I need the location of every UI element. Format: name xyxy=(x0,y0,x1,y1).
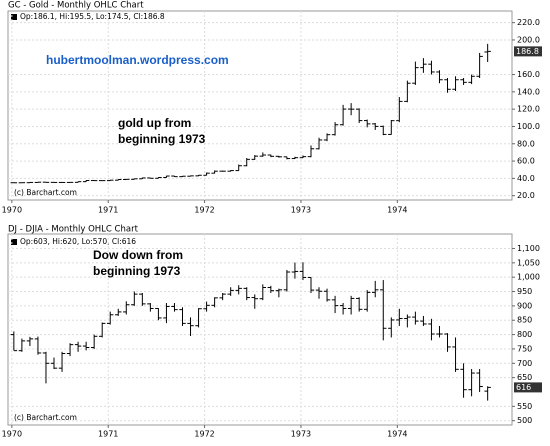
annotation: beginning 1973 xyxy=(93,264,181,278)
info-marker xyxy=(11,14,17,20)
annotation: gold up from xyxy=(118,116,191,130)
chart-title: GC - Gold - Monthly OHLC Chart xyxy=(8,1,144,11)
last-value-box xyxy=(514,382,542,393)
y-tick-label: 100.0 xyxy=(517,122,540,131)
y-tick-label: 80.0 xyxy=(517,139,535,148)
chart-title: DJ - DJIA - Monthly OHLC Chart xyxy=(8,225,139,235)
x-tick-label: 1973 xyxy=(291,206,311,215)
annotation: Dow down from xyxy=(93,248,183,262)
y-tick-label: 220.0 xyxy=(517,18,540,27)
x-tick-label: 1970 xyxy=(2,430,22,439)
info-text: Op:603, Hi:620, Lo:570, Cl:616 xyxy=(20,237,136,246)
last-value-label: 616 xyxy=(516,383,531,392)
info-text: Op:186.1, Hi:195.5, Lo:174.5, Cl:186.8 xyxy=(20,12,165,21)
y-tick-label: 900 xyxy=(517,301,532,310)
x-tick-label: 1972 xyxy=(194,206,214,215)
y-tick-label: 500 xyxy=(517,416,532,425)
y-tick-label: 750 xyxy=(517,344,532,353)
y-tick-label: 800 xyxy=(517,330,532,339)
y-tick-label: 1,050 xyxy=(517,258,540,267)
x-tick-label: 1970 xyxy=(2,206,22,215)
x-tick-label: 1971 xyxy=(98,206,118,215)
x-tick-label: 1972 xyxy=(194,430,214,439)
y-tick-label: 200.0 xyxy=(517,35,540,44)
y-tick-label: 650 xyxy=(517,373,532,382)
y-tick-label: 950 xyxy=(517,287,532,296)
source-label: (c) Barchart.com xyxy=(14,413,77,422)
y-tick-label: 850 xyxy=(517,316,532,325)
y-tick-label: 700 xyxy=(517,359,532,368)
y-tick-label: 120.0 xyxy=(517,105,540,114)
plot-frame xyxy=(7,10,513,201)
last-value-box xyxy=(514,46,542,57)
x-tick-label: 1974 xyxy=(387,206,407,215)
y-tick-label: 40.0 xyxy=(517,174,535,183)
y-tick-label: 160.0 xyxy=(517,70,540,79)
x-tick-label: 1973 xyxy=(291,430,311,439)
y-tick-label: 20.0 xyxy=(517,191,535,200)
last-value-label: 186.8 xyxy=(516,47,539,56)
annotation: beginning 1973 xyxy=(118,132,206,146)
info-marker xyxy=(11,239,17,245)
source-label: (c) Barchart.com xyxy=(14,188,77,197)
y-tick-label: 60.0 xyxy=(517,157,535,166)
y-tick-label: 550 xyxy=(517,402,532,411)
x-tick-label: 1971 xyxy=(98,430,118,439)
x-tick-label: 1974 xyxy=(387,430,407,439)
annotation: hubertmoolman.wordpress.com xyxy=(46,53,229,67)
plot-frame xyxy=(7,233,513,426)
y-tick-label: 1,000 xyxy=(517,273,540,282)
y-tick-label: 1,100 xyxy=(517,244,540,253)
y-tick-label: 140.0 xyxy=(517,87,540,96)
